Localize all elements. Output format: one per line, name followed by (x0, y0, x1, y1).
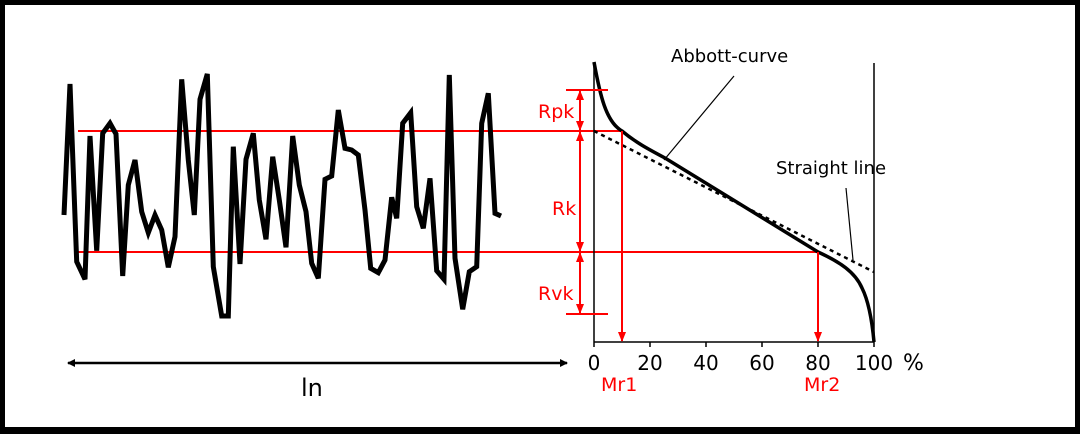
rpk-label: Rpk (538, 101, 574, 123)
mr2-label: Mr2 (804, 374, 840, 396)
x-tick-label: 20 (637, 351, 662, 375)
x-tick-label: 100 (855, 351, 893, 375)
x-tick-label: 60 (749, 351, 774, 375)
rvk-label: Rvk (538, 283, 573, 305)
straight-line-label: Straight line (776, 158, 886, 179)
rk-label: Rk (552, 198, 576, 220)
x-axis-ticks: 0 20 40 60 80 100 (588, 342, 893, 375)
abbott-curve (592, 61, 876, 343)
ln-label: ln (301, 374, 323, 402)
roughness-profile (61, 73, 503, 319)
mr1-label: Mr1 (601, 374, 637, 396)
x-tick-label: 0 (588, 351, 601, 375)
abbott-curve-leader (663, 75, 735, 161)
x-tick-label: 40 (693, 351, 718, 375)
straight-line-leader (845, 187, 854, 261)
percent-unit: % (903, 351, 924, 376)
abbott-curve-label: Abbott-curve (671, 46, 788, 67)
x-tick-label: 80 (805, 351, 830, 375)
